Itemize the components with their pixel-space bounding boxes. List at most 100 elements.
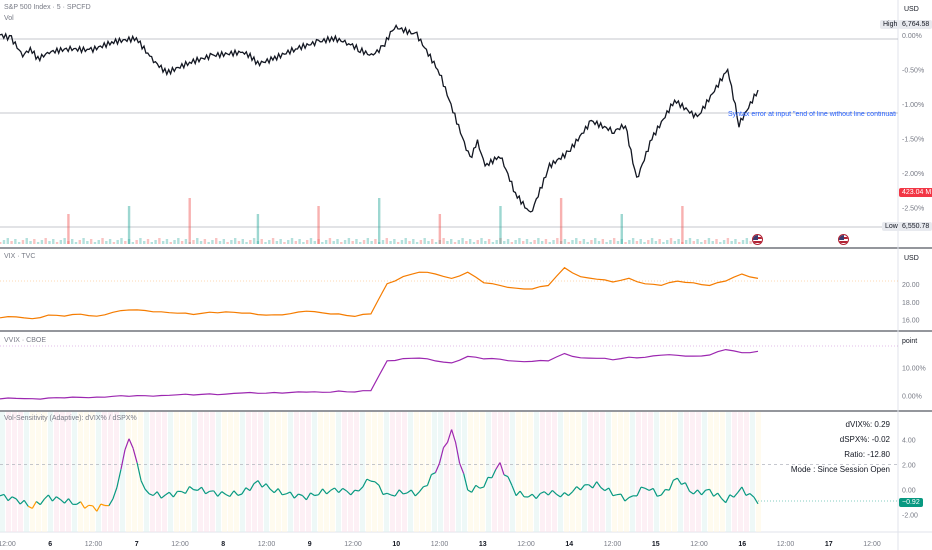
volume-bar	[116, 240, 119, 244]
volume-bar	[6, 238, 9, 244]
volume-bar	[662, 242, 665, 244]
regime-shading-band	[612, 412, 617, 532]
oscillator-segment	[120, 449, 126, 470]
oscillator-segment	[604, 487, 610, 492]
volume-bar	[707, 238, 711, 244]
oscillator-segment	[568, 491, 573, 497]
regime-shading-band	[636, 412, 641, 532]
main-currency-label[interactable]: USD	[904, 6, 919, 13]
regime-shading-band	[354, 412, 359, 532]
oscillator-segment	[116, 469, 122, 488]
volume-bar	[730, 241, 733, 244]
volume-bar	[347, 238, 351, 244]
regime-shading-band	[270, 412, 275, 532]
volume-bar	[52, 239, 55, 244]
volume-bar	[719, 242, 722, 244]
regime-shading-band	[414, 412, 419, 532]
volume-bar	[120, 238, 123, 244]
volume-bar	[14, 239, 17, 244]
time-axis-label: 12:00	[863, 541, 881, 548]
volume-bar	[150, 242, 153, 244]
regime-shading-band	[168, 412, 173, 532]
volume-bar	[389, 241, 392, 244]
volume-bar	[252, 238, 256, 244]
oscillator-segment	[237, 493, 243, 496]
oscillator-segment	[293, 493, 299, 499]
volume-bar	[112, 242, 116, 244]
vvix-unit-label[interactable]: point	[902, 338, 918, 345]
vvix-y-tick-label: 10.00%	[902, 365, 926, 372]
volume-bar	[355, 239, 358, 244]
volume-bar	[404, 238, 407, 244]
oscillator-segment	[374, 481, 380, 486]
regime-shading-band	[348, 412, 353, 532]
vvix-y-tick-label: 0.00%	[902, 394, 922, 401]
main-pane-title: S&P 500 Index · 5 · SPCFD	[4, 4, 91, 11]
regime-shading-band	[666, 412, 671, 532]
low-value-badge: 6,550.78	[899, 222, 932, 231]
volume-bar	[321, 242, 324, 244]
volume-bar	[135, 240, 138, 244]
volume-spike-bar	[681, 206, 684, 244]
oscillator-value-badge: −0.92	[899, 498, 923, 507]
volume-bar	[59, 240, 63, 244]
main-y-tick-label: 0.00%	[902, 33, 922, 40]
volume-bar	[559, 241, 563, 244]
oscillator-segment	[0, 493, 5, 497]
regime-shading-band	[504, 412, 509, 532]
oscillator-segment	[193, 489, 198, 491]
oscillator-segment	[19, 499, 25, 505]
volume-bar	[692, 241, 695, 244]
volume-bar	[582, 239, 586, 244]
time-axis-label: 15	[652, 541, 660, 548]
oscillator-segment	[358, 486, 364, 492]
oscillator-segment	[608, 487, 614, 496]
oscillator-segment	[318, 488, 324, 496]
oscillator-segment	[209, 490, 214, 492]
oscillator-segment	[172, 490, 178, 498]
us-flag-event-icon[interactable]	[838, 234, 849, 245]
volume-bar	[328, 238, 332, 244]
volume-bar	[616, 241, 620, 244]
regime-shading-band	[744, 412, 749, 532]
regime-shading-band	[288, 412, 293, 532]
regime-shading-band	[342, 412, 347, 532]
oscillator-segment	[713, 492, 719, 497]
volume-bar	[673, 241, 677, 244]
volume-bar	[105, 241, 108, 244]
volume-bar	[359, 242, 362, 244]
oscillator-segment	[156, 491, 162, 499]
oscillator-segment	[39, 498, 45, 505]
volume-bar	[305, 240, 309, 244]
regime-shading-band	[690, 412, 695, 532]
oscillator-segment	[418, 486, 424, 493]
vix-currency-label[interactable]: USD	[904, 255, 919, 262]
volume-bar	[540, 241, 544, 244]
oscillator-segment	[640, 486, 646, 489]
oscillator-segment	[233, 490, 239, 496]
volume-bar	[495, 240, 498, 244]
volume-bar	[609, 240, 612, 244]
volume-bar	[271, 238, 275, 244]
volume-bar	[677, 239, 680, 244]
oscillator-segment	[23, 499, 29, 507]
regime-shading-band	[738, 412, 743, 532]
us-flag-event-icon[interactable]	[752, 234, 763, 245]
regime-shading-band	[576, 412, 581, 532]
oscillator-segment	[475, 484, 481, 489]
regime-shading-band	[306, 412, 311, 532]
vix-y-tick-label: 18.00	[902, 300, 920, 307]
oscillator-segment	[282, 493, 287, 496]
oscillator-segment	[305, 492, 312, 501]
regime-shading-band	[156, 412, 161, 532]
volume-bar	[442, 238, 445, 244]
regime-shading-band	[108, 412, 113, 532]
volume-bar	[601, 239, 605, 244]
volume-bar	[89, 239, 93, 244]
regime-shading-band	[264, 412, 269, 532]
volume-bar	[230, 240, 233, 244]
oscillator-segment	[725, 494, 731, 503]
volume-bar	[211, 240, 214, 244]
volume-bar	[412, 239, 415, 244]
